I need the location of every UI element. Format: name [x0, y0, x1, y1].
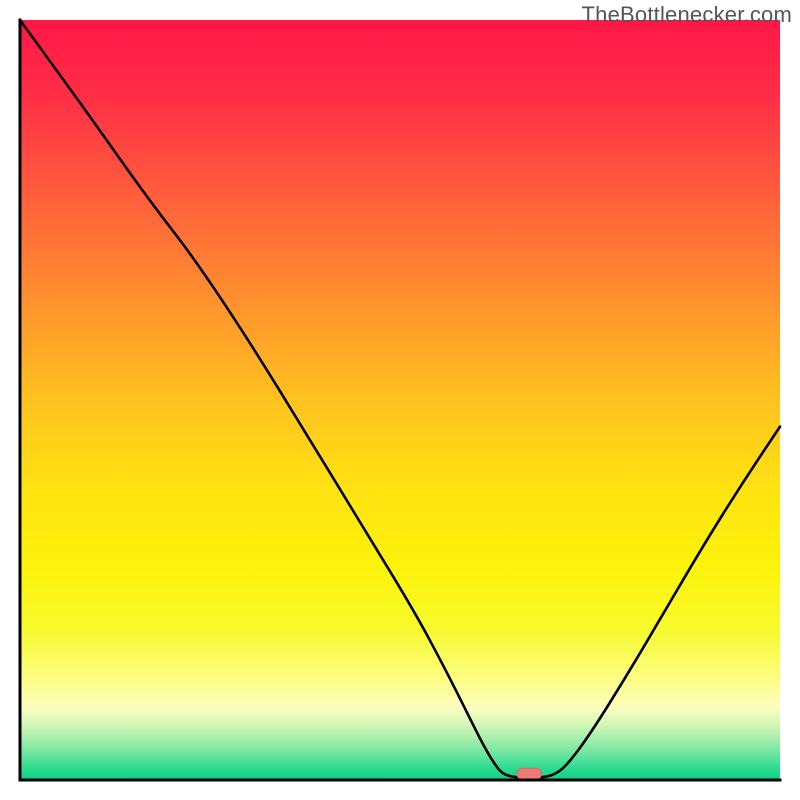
chart-container: TheBottlenecker.com: [0, 0, 800, 800]
plot-area: [20, 20, 780, 780]
optimal-point-marker: [517, 768, 541, 779]
watermark-text: TheBottlenecker.com: [582, 2, 792, 28]
bottleneck-chart: [0, 0, 800, 800]
